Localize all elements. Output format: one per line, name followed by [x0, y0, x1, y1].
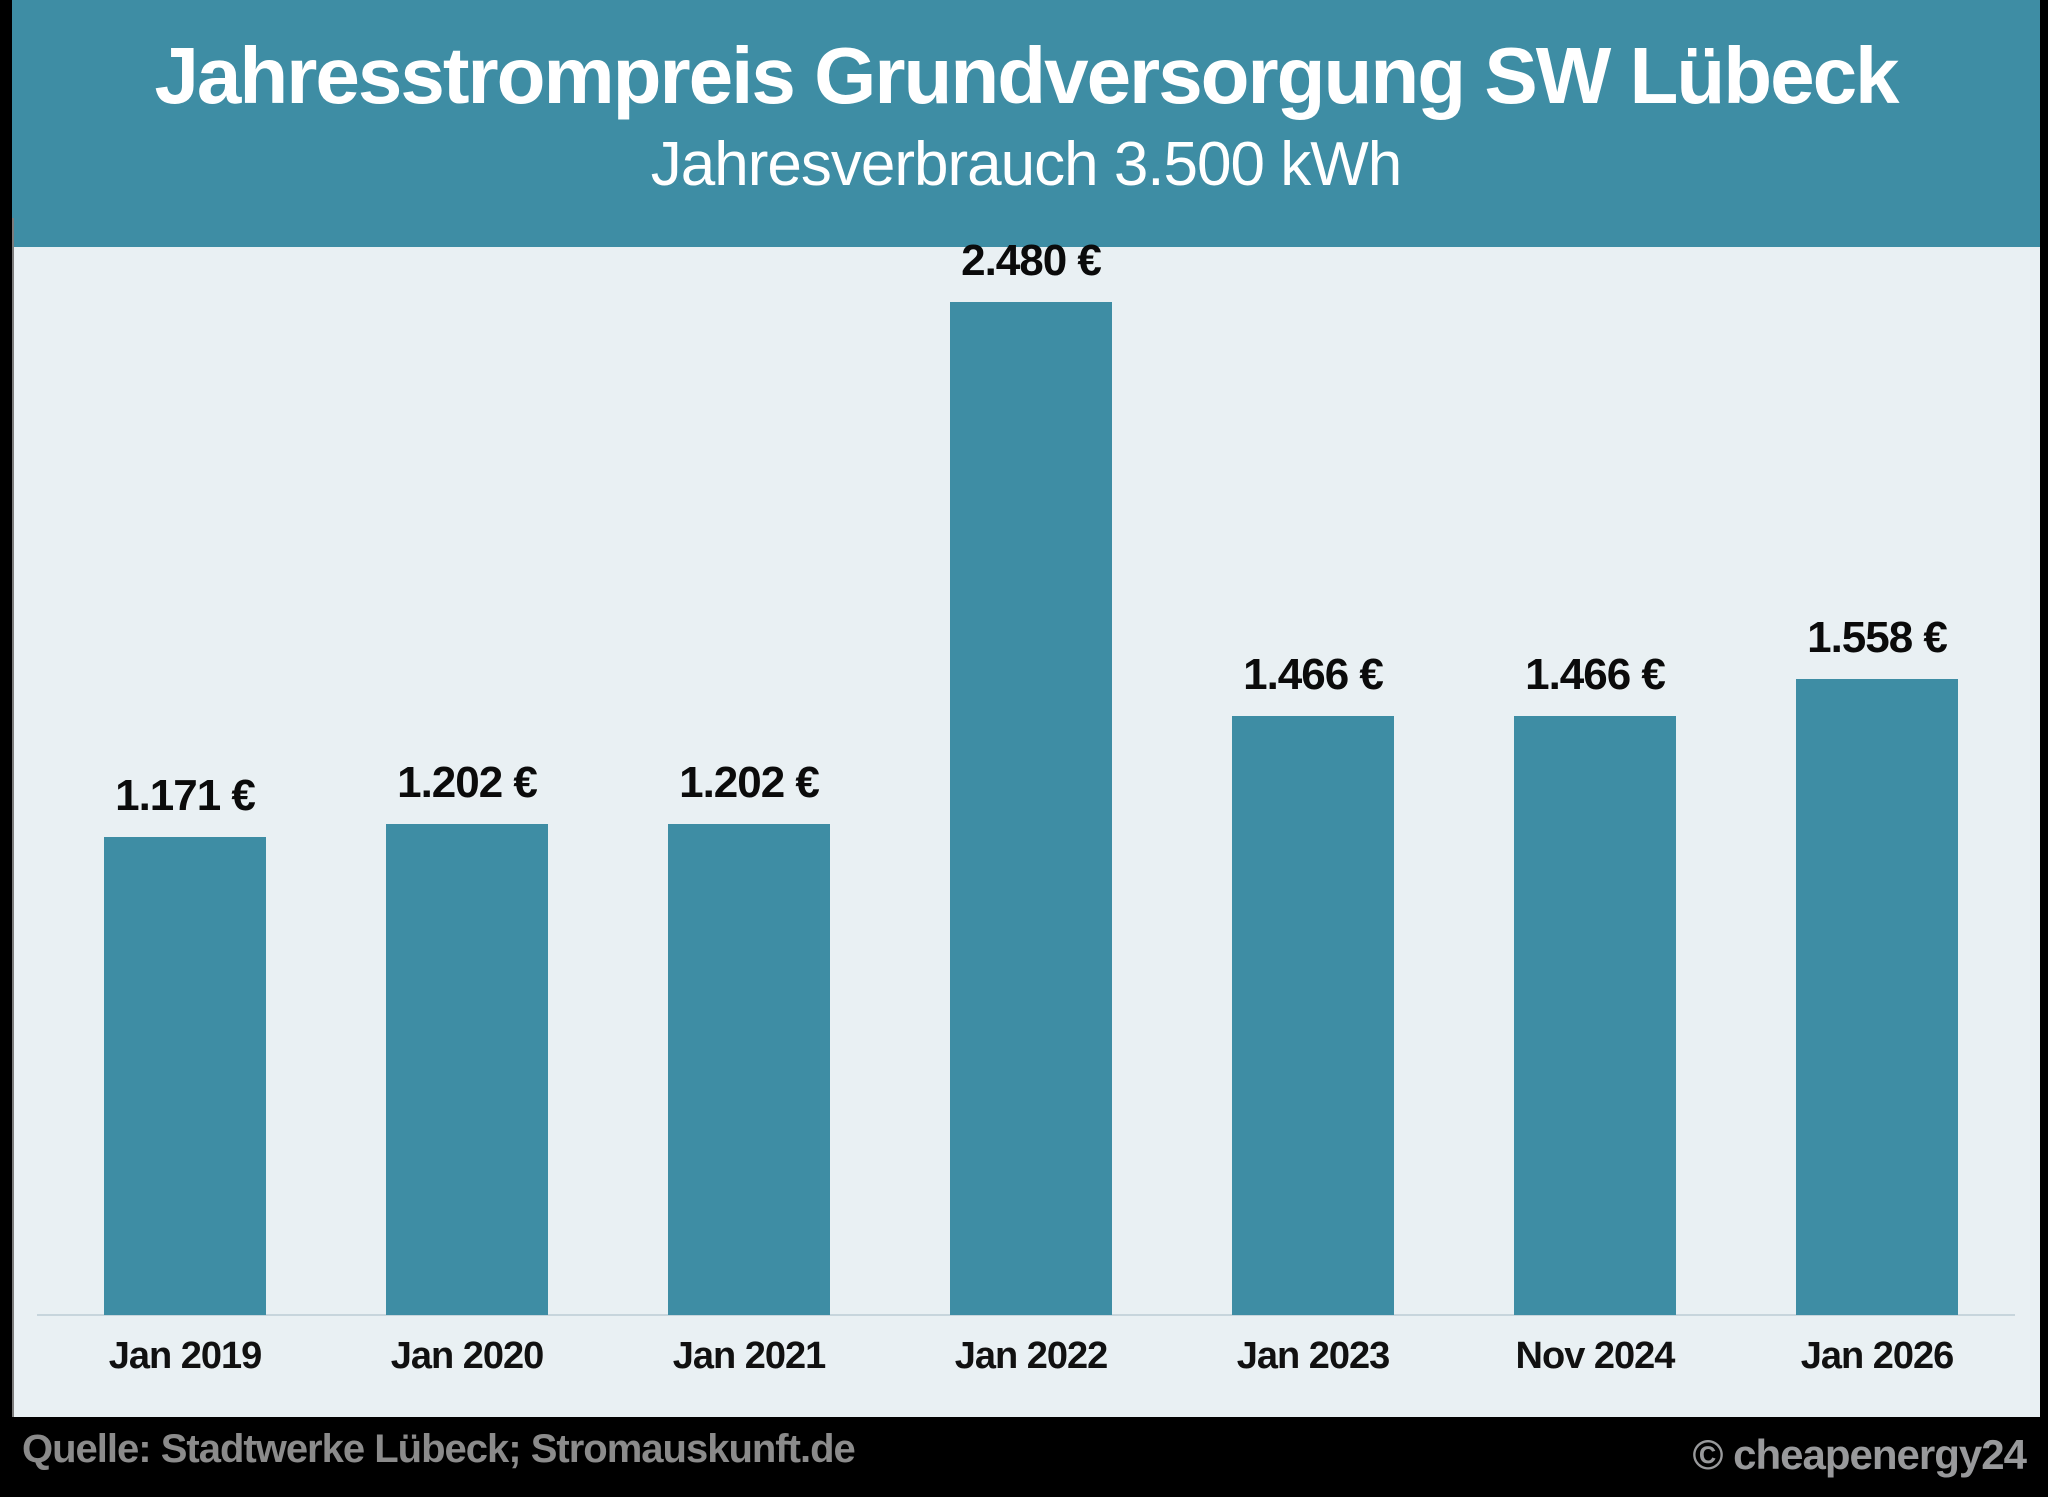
slide-content: Jahresstrompreis Grundversorgung SW Lübe…: [12, 0, 2040, 1417]
x-axis-label: Jan 2026: [1800, 1335, 1955, 1377]
x-axis-label: Jan 2022: [954, 1335, 1109, 1377]
chart-title: Jahresstrompreis Grundversorgung SW Lübe…: [154, 31, 1899, 120]
x-axis-label: Jan 2023: [1236, 1335, 1391, 1377]
bar-value-label: 1.202 €: [397, 758, 538, 807]
x-axis-label: Nov 2024: [1515, 1335, 1676, 1377]
source-note: Quelle: Stadtwerke Lübeck; Stromauskunft…: [22, 1427, 856, 1471]
bar: [386, 824, 548, 1315]
bar: [1514, 716, 1676, 1315]
bar: [1796, 679, 1958, 1315]
plot-area: 1.171 € Jan 2019 1.202 € Jan 2020 1.202 € Jan…: [12, 236, 2040, 1417]
chart-header: Jahresstrompreis Grundversorgung SW Lübe…: [12, 0, 2040, 247]
footer: Quelle: Stadtwerke Lübeck; Stromauskunft…: [12, 1417, 2040, 1497]
bar-value-label: 1.202 €: [679, 758, 820, 807]
content-left-border: [12, 218, 14, 1417]
bar-value-label: 2.480 €: [961, 236, 1102, 285]
x-axis-label: Jan 2019: [108, 1335, 263, 1377]
x-axis-label: Jan 2020: [390, 1335, 545, 1377]
bar-value-label: 1.558 €: [1807, 613, 1948, 662]
copyright-watermark: © cheapenergy24: [1692, 1431, 2027, 1478]
bar-value-label: 1.466 €: [1243, 650, 1384, 699]
bar: [104, 837, 266, 1315]
x-axis-label: Jan 2021: [672, 1335, 827, 1377]
bar: [668, 824, 830, 1315]
bar: [950, 302, 1112, 1315]
bar-value-label: 1.171 €: [115, 771, 256, 820]
bar: [1232, 716, 1394, 1315]
x-axis-line: [37, 1314, 2015, 1316]
bar-value-label: 1.466 €: [1525, 650, 1666, 699]
chart-subtitle: Jahresverbrauch 3.500 kWh: [650, 130, 1402, 199]
